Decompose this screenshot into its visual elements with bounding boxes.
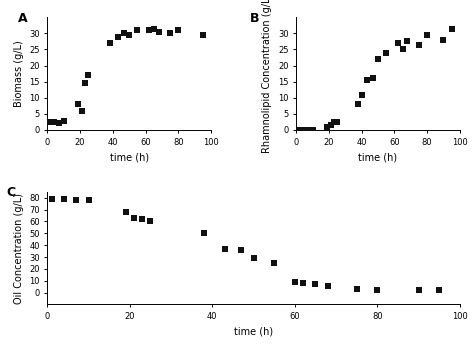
Point: [55, 120, 63, 125]
Point: [50, 119, 58, 125]
Point: [85, 197, 92, 203]
X-axis label: time (h): time (h): [358, 152, 398, 162]
Point: [327, 122, 334, 128]
Point: [237, 247, 245, 253]
Point: [78, 108, 85, 113]
Point: [299, 127, 307, 133]
Point: [201, 230, 208, 236]
Point: [250, 255, 257, 261]
Point: [299, 280, 307, 286]
Point: [120, 30, 128, 36]
Point: [312, 281, 319, 286]
Point: [75, 101, 82, 107]
Point: [333, 119, 341, 125]
Point: [374, 288, 381, 293]
Point: [435, 287, 443, 292]
Point: [330, 119, 337, 125]
Point: [60, 118, 68, 124]
Point: [106, 40, 113, 46]
Point: [309, 127, 316, 133]
Y-axis label: Rhamnolipid Concentration (g/L): Rhamnolipid Concentration (g/L): [262, 0, 273, 153]
Point: [122, 209, 129, 215]
Point: [147, 218, 155, 224]
Point: [130, 215, 138, 221]
Point: [423, 32, 431, 38]
Y-axis label: Biomass (g/L): Biomass (g/L): [14, 40, 24, 107]
Point: [48, 196, 55, 202]
Point: [448, 26, 456, 31]
Point: [415, 287, 422, 292]
X-axis label: time (h): time (h): [234, 327, 273, 337]
Point: [394, 40, 401, 46]
Text: B: B: [250, 12, 260, 25]
Point: [399, 47, 406, 52]
Point: [355, 101, 362, 107]
Point: [126, 32, 133, 38]
Point: [383, 50, 390, 55]
Text: C: C: [6, 186, 15, 199]
Text: A: A: [18, 12, 27, 25]
Point: [45, 119, 53, 125]
Point: [84, 72, 92, 78]
Point: [363, 77, 370, 83]
Point: [73, 197, 80, 202]
Point: [291, 279, 299, 285]
Point: [138, 216, 146, 222]
Point: [134, 27, 141, 33]
Point: [166, 30, 174, 36]
Point: [358, 92, 365, 97]
Point: [304, 127, 311, 133]
X-axis label: time (h): time (h): [109, 152, 149, 162]
Point: [150, 26, 157, 31]
Point: [114, 34, 121, 39]
Point: [324, 283, 332, 289]
Point: [294, 127, 301, 133]
Point: [369, 76, 377, 81]
Point: [155, 29, 163, 35]
Point: [270, 260, 278, 266]
Point: [323, 124, 331, 129]
Point: [81, 81, 89, 86]
Point: [404, 39, 411, 44]
Point: [199, 32, 207, 38]
Point: [353, 286, 361, 292]
Point: [374, 56, 382, 62]
Point: [174, 27, 182, 33]
Point: [221, 246, 228, 252]
Y-axis label: Oil Concentration (g/L): Oil Concentration (g/L): [14, 193, 24, 304]
Point: [415, 42, 423, 47]
Point: [60, 196, 68, 202]
Point: [145, 27, 153, 33]
Point: [439, 37, 447, 43]
